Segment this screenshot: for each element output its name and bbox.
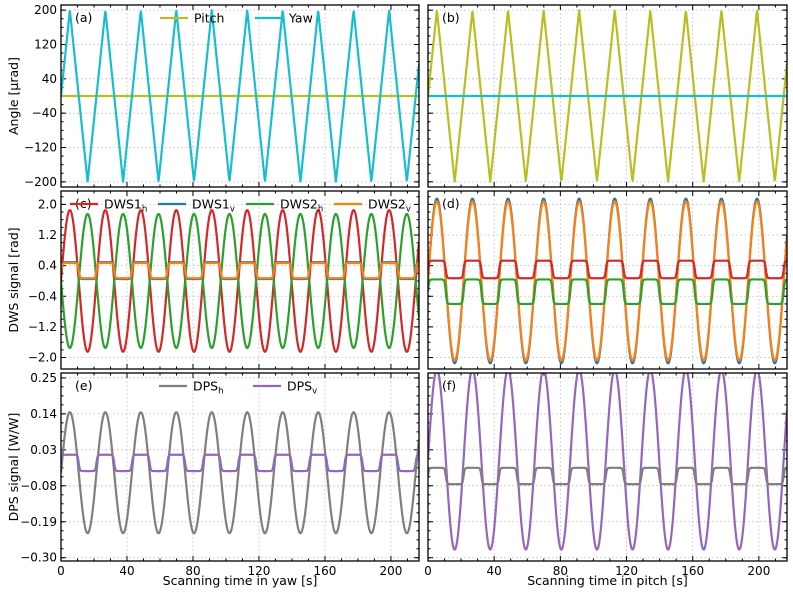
y-axis-label: Angle [μrad] <box>6 57 21 135</box>
y-tick-label: −0.08 <box>20 479 57 493</box>
x-tick-label: 40 <box>487 564 502 578</box>
y-tick-label: −0.19 <box>20 515 57 529</box>
x-tick-label: 200 <box>747 564 770 578</box>
y-tick-label: 0.4 <box>38 259 57 273</box>
y-tick-label: −200 <box>24 175 57 189</box>
panel-c: 2.01.20.4−0.4−1.2−2.0(c) DWS1h DWS1v DWS2h D… <box>28 190 420 370</box>
legend: Pitch Yaw <box>160 11 313 26</box>
series-line-DWS2v <box>61 261 419 280</box>
x-tick-label: 80 <box>553 564 568 578</box>
panel-frame <box>427 372 788 562</box>
x-axis-label-left: Scanning time in yaw [s] <box>163 573 318 588</box>
x-tick-label: 120 <box>615 564 638 578</box>
y-tick-label: 0.14 <box>30 407 57 421</box>
legend-label-DPSh: DPSh <box>193 379 224 397</box>
x-tick-label: 0 <box>57 564 65 578</box>
series-line-DWS2v <box>428 200 787 362</box>
series-line-DWS2h <box>61 212 419 350</box>
legend-label-DWS1v: DWS1v <box>192 197 235 215</box>
panel-frame <box>60 4 420 188</box>
panel-d: (d) <box>427 190 788 370</box>
panel-f: 0 40 80 120 160 200 (f) <box>424 372 788 578</box>
panel-frame <box>427 190 788 370</box>
series-line-DPSh <box>428 466 787 486</box>
panel-a: 200 120 40 −40 −120 −200 (a) Pitch Yaw <box>24 3 420 189</box>
legend-label-DWS1h: DWS1h <box>104 197 147 215</box>
legend-label-DWS2h: DWS2h <box>280 197 323 215</box>
series-line-DWS1h <box>428 259 787 280</box>
panel-e: 0 40 80 120 160 200 0.25 0.14 0.03 −0.08 −0.19 −0.3… <box>20 371 420 578</box>
y-axis-label: DPS signal [W/W] <box>6 413 21 522</box>
panel-frame <box>60 190 420 370</box>
series-line-Yaw <box>61 9 419 183</box>
y-tick-label: 0.25 <box>30 371 57 385</box>
panel-label: (f) <box>442 378 456 393</box>
y-tick-label: 1.2 <box>38 228 57 242</box>
x-tick-label: 0 <box>424 564 432 578</box>
y-tick-label: −2.0 <box>28 351 57 365</box>
x-tick-label: 200 <box>380 564 403 578</box>
panel-b: (b) <box>427 4 788 188</box>
y-tick-label: 120 <box>34 37 57 51</box>
x-axis-label-right: Scanning time in pitch [s] <box>527 573 688 588</box>
series-line-DWS1h <box>61 209 419 353</box>
series-line-DPSv <box>61 453 419 473</box>
legend-label-DPSv: DPSv <box>287 379 317 397</box>
panel-frame <box>60 372 420 562</box>
x-tick-label: 160 <box>681 564 704 578</box>
panel-label: (b) <box>442 10 460 25</box>
series-line-DWS2h <box>428 278 787 306</box>
x-tick-label: 160 <box>314 564 337 578</box>
x-tick-label: 80 <box>185 564 200 578</box>
series-line-Pitch <box>428 9 787 183</box>
y-tick-label: 0.03 <box>30 443 57 457</box>
panel-label: (d) <box>442 196 460 211</box>
x-tick-label: 120 <box>248 564 271 578</box>
panel-label: (a) <box>75 10 92 25</box>
legend-label-DWS2v: DWS2v <box>368 197 411 215</box>
x-tick-label: 40 <box>119 564 134 578</box>
y-tick-label: −1.2 <box>28 320 57 334</box>
panel-label: (e) <box>75 378 92 393</box>
series-line-DPSv <box>428 373 787 551</box>
legend-label-Pitch: Pitch <box>194 11 224 26</box>
legend: DWS1h DWS1v DWS2h DWS2v <box>70 197 411 215</box>
y-tick-label: −40 <box>32 106 57 120</box>
y-tick-label: −0.4 <box>28 289 57 303</box>
y-tick-label: −120 <box>24 141 57 155</box>
y-tick-label: 40 <box>42 72 57 86</box>
y-axis-label: DWS signal [rad] <box>6 227 21 332</box>
y-tick-label: 2.0 <box>38 197 57 211</box>
y-tick-label: −0.30 <box>20 551 57 565</box>
series-line-DPSh <box>61 411 419 535</box>
legend-label-Yaw: Yaw <box>288 11 313 26</box>
panel-frame <box>427 4 788 188</box>
legend: DPSh DPSv <box>159 379 317 397</box>
y-tick-label: 200 <box>34 3 57 17</box>
